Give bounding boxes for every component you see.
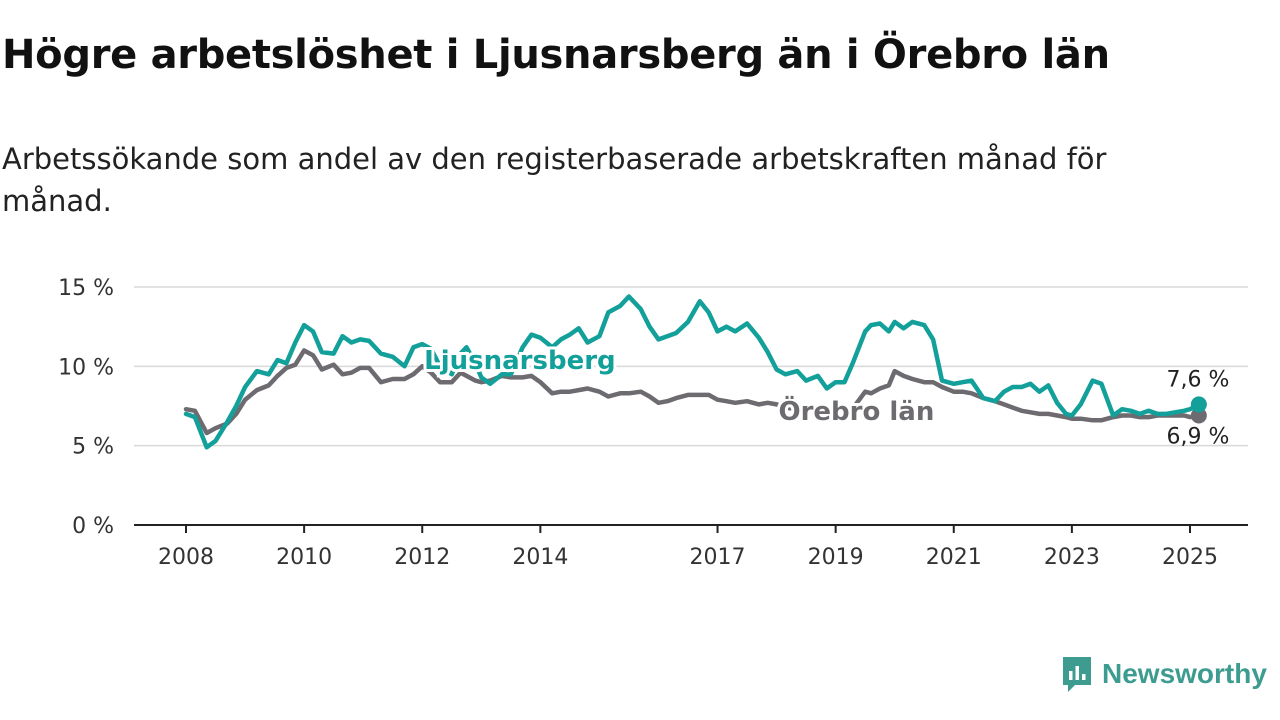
series-name-label: Örebro län <box>778 394 934 427</box>
y-tick-label: 5 % <box>72 435 114 460</box>
grid-lines <box>134 286 1248 447</box>
chart-subtitle: Arbetssökande som andel av den registerb… <box>2 142 1107 218</box>
chart-title: Högre arbetslöshet i Ljusnarsberg än i Ö… <box>2 32 1110 78</box>
series-line--rebro-l-n <box>183 348 1202 436</box>
x-tick-label: 2025 <box>1162 545 1218 570</box>
series-line-ljusnarsberg <box>183 294 1202 450</box>
series-end-point <box>1190 407 1207 424</box>
x-tick-label: 2010 <box>276 545 332 570</box>
x-tick-label: 2021 <box>926 545 982 570</box>
y-tick-label: 0 % <box>72 514 114 539</box>
x-tick-label: 2012 <box>394 545 450 570</box>
x-tick-label: 2014 <box>512 545 568 570</box>
series-labels: 7,6 % 6,9 % Ljusnarsberg Örebro län <box>421 343 1230 450</box>
series-end-point <box>1190 396 1207 413</box>
end-value-label: 6,9 % <box>1167 425 1230 450</box>
y-axis: 0 % 5 % 10 % 15 % <box>58 276 114 539</box>
newsworthy-brand[interactable]: Newsworthy <box>1060 654 1267 694</box>
y-tick-label: 15 % <box>58 276 114 301</box>
newsworthy-logo-icon <box>1063 657 1091 692</box>
x-tick-label: 2017 <box>690 545 746 570</box>
end-value-label: 7,6 % <box>1167 367 1230 392</box>
x-tick-label: 2019 <box>808 545 864 570</box>
y-tick-label: 10 % <box>58 355 114 380</box>
x-tick-label: 2023 <box>1044 545 1100 570</box>
x-axis: 2008 2010 2012 2014 2017 2019 2021 2023 2025 <box>134 524 1248 570</box>
series-name-label: Ljusnarsberg <box>424 346 616 376</box>
series-lines <box>183 294 1207 450</box>
brand-name: Newsworthy <box>1102 658 1267 689</box>
x-tick-label: 2008 <box>158 545 214 570</box>
